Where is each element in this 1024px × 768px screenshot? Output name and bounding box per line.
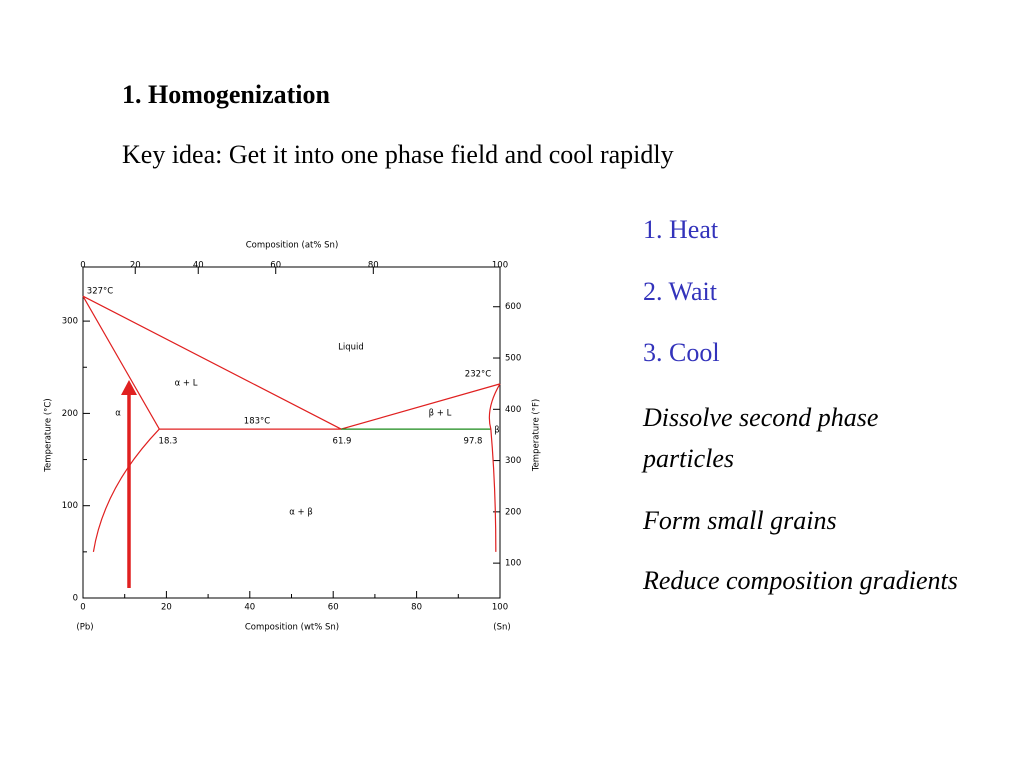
annotation: α — [115, 409, 121, 419]
tick-label: 60 — [328, 603, 339, 613]
solvus-beta — [488, 383, 501, 552]
subtitle: Key idea: Get it into one phase field an… — [122, 140, 674, 169]
tick-label: 20 — [161, 603, 172, 613]
tick-label: 100 — [62, 501, 78, 511]
tick-label: 300 — [62, 317, 78, 327]
tick-label: 0 — [80, 261, 85, 271]
tick-label: 20 — [130, 261, 141, 271]
annotation: 18.3 — [159, 437, 178, 447]
tick-label: 200 — [62, 409, 78, 419]
annotation: Liquid — [338, 343, 364, 353]
goal: Dissolve second phase particles — [643, 403, 879, 473]
axis-label: Composition (at% Sn) — [246, 241, 339, 251]
solvus-alpha — [92, 428, 160, 552]
axis-label: Composition (wt% Sn) — [245, 623, 339, 633]
annotation: 183°C — [244, 417, 270, 427]
solidus-alpha — [82, 295, 160, 430]
annotation: β + L — [429, 409, 452, 419]
arrow-head — [121, 380, 137, 395]
step: 1. Heat — [643, 215, 719, 244]
step: 2. Wait — [643, 277, 717, 306]
axis-label: Temperature (°F) — [532, 399, 542, 472]
tick-label: 60 — [270, 261, 281, 271]
tick-label: 400 — [505, 405, 521, 415]
annotation: 327°C — [87, 287, 113, 297]
annotation: α + L — [175, 379, 198, 389]
step: 3. Cool — [643, 338, 720, 367]
axis-label: Temperature (°C) — [44, 398, 54, 472]
goal: Form small grains — [643, 506, 837, 535]
tick-label: 100 — [492, 261, 508, 271]
goal: Reduce composition gradients — [643, 566, 958, 595]
annotation: 232°C — [465, 370, 491, 380]
tick-label: 0 — [80, 603, 85, 613]
tick-label: 100 — [492, 603, 508, 613]
tick-label: 100 — [505, 559, 521, 569]
tick-label: 500 — [505, 354, 521, 364]
title: 1. Homogenization — [122, 80, 330, 109]
tick-label: 200 — [505, 507, 521, 517]
tick-label: 40 — [193, 261, 204, 271]
tick-label: 80 — [368, 261, 379, 271]
annotation: 61.9 — [333, 437, 352, 447]
tick-label: 80 — [411, 603, 422, 613]
end-label: (Sn) — [493, 623, 510, 633]
end-label: (Pb) — [76, 623, 93, 633]
annotation: β — [494, 426, 499, 436]
annotation: 97.8 — [464, 437, 483, 447]
tick-label: 300 — [505, 456, 521, 466]
tick-label: 40 — [244, 603, 255, 613]
annotation: α + β — [289, 508, 313, 518]
plot-frame — [82, 266, 501, 599]
tick-label: 0 — [73, 594, 78, 604]
tick-label: 600 — [505, 302, 521, 312]
